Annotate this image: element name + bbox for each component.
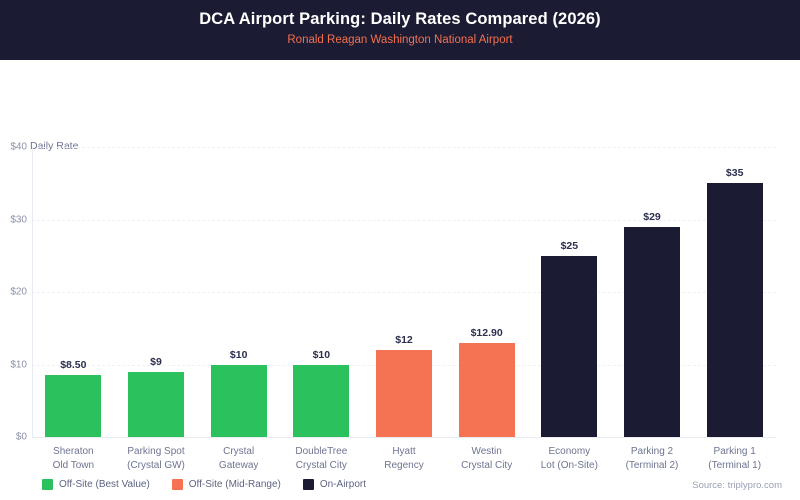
x-axis-tick-line: Crystal City xyxy=(295,460,347,471)
x-axis-tick-line: Crystal City xyxy=(461,460,513,471)
legend-item-label: Off-Site (Mid-Range) xyxy=(188,479,281,490)
x-axis-tick-label: Economy Lot (On-Site) xyxy=(521,445,617,473)
x-axis-tick-line: Westin xyxy=(471,446,502,457)
bar-group[interactable]: $25 xyxy=(541,236,598,437)
legend-swatch-icon xyxy=(42,479,53,490)
bar[interactable] xyxy=(210,364,267,437)
x-axis-tick-line: (Crystal GW) xyxy=(127,460,185,471)
x-axis-tick-line: (Terminal 2) xyxy=(625,460,679,471)
chart-subtitle: Ronald Reagan Washington National Airpor… xyxy=(287,34,513,46)
x-axis-tick-line: Sheraton xyxy=(53,446,94,457)
x-axis-tick-label: Parking 2 (Terminal 2) xyxy=(604,445,700,473)
bars-container: $8.50 $9 $10 $10 $12 $12.90 $25 $29 $35 xyxy=(32,147,776,437)
bar-group[interactable]: $8.50 xyxy=(45,355,102,437)
bar-value-label: $29 xyxy=(643,210,661,223)
bar-group[interactable]: $29 xyxy=(624,207,680,437)
y-axis-tick-label: $20 xyxy=(10,286,27,298)
bar-value-label: $10 xyxy=(229,348,248,361)
x-axis-tick-line: Regency xyxy=(384,460,424,471)
bar[interactable] xyxy=(458,343,515,437)
y-axis-title: Daily Rate xyxy=(30,140,79,152)
bar-value-label: $25 xyxy=(560,239,579,252)
bar-group[interactable]: $12 xyxy=(376,330,432,437)
bar-group[interactable]: $10 xyxy=(293,345,350,437)
x-axis-tick-line: Parking Spot xyxy=(127,446,185,457)
legend-swatch-icon xyxy=(302,479,314,490)
legend-item[interactable]: On-Airport xyxy=(302,479,366,490)
bar[interactable] xyxy=(45,375,102,437)
x-axis-tick-line: Hyatt xyxy=(392,446,416,457)
chart-plot-area: Daily Rate $0 $10 $20 $30 $40 $8.50 $9 $10 $10 $… xyxy=(0,60,800,500)
chart-header: DCA Airport Parking: Daily Rates Compare… xyxy=(0,0,800,60)
gridline xyxy=(32,219,776,221)
x-axis-tick-label: Hyatt Regency xyxy=(356,445,452,473)
bar-value-label: $12 xyxy=(395,334,413,346)
bar-value-label: $35 xyxy=(725,167,744,180)
x-axis-line xyxy=(32,437,776,438)
x-axis-tick-label: Parking Spot (Crystal GW) xyxy=(108,445,204,473)
x-axis-tick-label: Westin Crystal City xyxy=(439,445,535,473)
y-axis-tick-label: $0 xyxy=(15,431,27,443)
legend-item[interactable]: Off-Site (Best Value) xyxy=(42,479,150,490)
x-axis-tick-line: (Terminal 1) xyxy=(708,460,762,471)
source-note: Source: triplypro.com xyxy=(692,480,782,491)
bar[interactable] xyxy=(376,350,432,437)
x-axis-tick-line: DoubleTree xyxy=(295,446,348,457)
gridline xyxy=(32,292,776,293)
bar[interactable] xyxy=(128,371,184,437)
x-axis-tick-line: Old Town xyxy=(52,460,95,471)
gridline xyxy=(32,147,776,148)
page-title: DCA Airport Parking: Daily Rates Compare… xyxy=(199,10,601,28)
x-axis-tick-line: Crystal xyxy=(223,446,255,457)
x-axis-tick-label: Sheraton Old Town xyxy=(25,445,121,473)
bar-group[interactable]: $10 xyxy=(210,345,267,437)
bar[interactable] xyxy=(541,255,598,437)
bar-value-label: $12.90 xyxy=(470,327,503,340)
y-axis-tick-label: $10 xyxy=(10,359,27,370)
bar[interactable] xyxy=(624,226,680,437)
x-axis-tick-line: Parking 1 xyxy=(713,446,756,457)
y-axis-tick-label: $40 xyxy=(10,141,27,153)
x-axis-tick-label: Crystal Gateway xyxy=(191,445,287,473)
y-axis-tick-label: $30 xyxy=(10,214,27,225)
x-axis-tick-line: Economy xyxy=(548,446,591,457)
chart-legend: Off-Site (Best Value) Off-Site (Mid-Range… xyxy=(42,479,366,490)
bar-group[interactable]: $35 xyxy=(706,163,763,437)
bar[interactable] xyxy=(293,364,350,437)
legend-swatch-icon xyxy=(171,479,183,490)
legend-item-label: On-Airport xyxy=(319,479,366,490)
bar[interactable] xyxy=(706,183,763,437)
bar-group[interactable]: $12.90 xyxy=(458,323,515,437)
x-axis-tick-label: DoubleTree Crystal City xyxy=(273,445,369,473)
x-axis-tick-line: Parking 2 xyxy=(630,446,674,457)
x-axis-tick-line: Lot (On-Site) xyxy=(540,460,598,471)
chart-footer: Off-Site (Best Value) Off-Site (Mid-Range… xyxy=(0,476,800,500)
x-axis-tick-label: Parking 1 (Terminal 1) xyxy=(687,445,783,473)
bar-value-label: $10 xyxy=(312,348,331,361)
bar-value-label: $8.50 xyxy=(60,359,87,372)
y-axis-line xyxy=(32,147,33,437)
legend-item[interactable]: Off-Site (Mid-Range) xyxy=(171,479,281,490)
x-axis-tick-line: Gateway xyxy=(218,460,259,471)
legend-item-label: Off-Site (Best Value) xyxy=(59,479,150,490)
bar-group[interactable]: $9 xyxy=(128,352,184,437)
bar-value-label: $9 xyxy=(150,355,162,368)
